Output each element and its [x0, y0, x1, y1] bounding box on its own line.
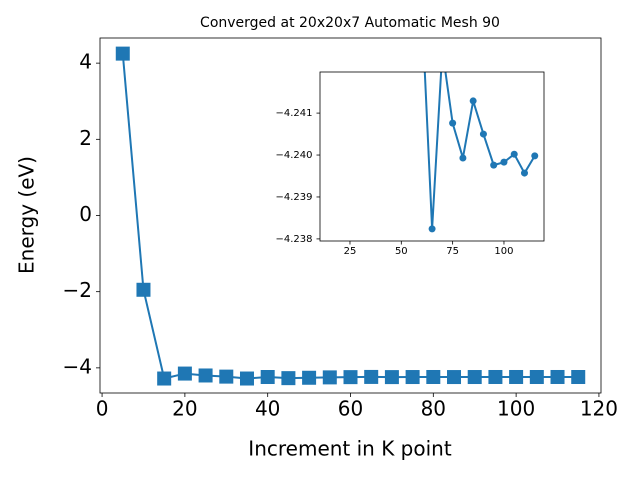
marker [426, 369, 441, 384]
y-tick-label: −2 [63, 278, 92, 302]
x-tick-label: 60 [338, 397, 363, 421]
chart-title: Converged at 20x20x7 Automatic Mesh 90 [200, 15, 500, 31]
marker [531, 152, 539, 160]
marker [509, 369, 524, 384]
marker [571, 370, 586, 385]
x-axis-label: Increment in K point [248, 437, 452, 461]
y-tick-label: 4 [79, 50, 92, 74]
axes-frame [319, 71, 545, 242]
x-tick-label: 20 [172, 397, 197, 421]
marker [490, 161, 498, 169]
marker [449, 119, 457, 127]
marker [447, 370, 462, 385]
marker [115, 46, 130, 61]
marker [239, 371, 254, 386]
x-tick-label: 0 [96, 397, 109, 421]
marker [510, 150, 518, 158]
marker [469, 97, 477, 105]
marker [322, 370, 337, 385]
marker [479, 130, 487, 138]
marker [529, 370, 544, 385]
marker [384, 370, 399, 385]
marker [418, 5, 425, 12]
marker [343, 370, 358, 385]
y-tick-label: −4.238 [275, 234, 312, 245]
x-tick-label: 75 [446, 246, 459, 257]
marker [302, 370, 317, 385]
marker [157, 371, 172, 386]
marker [488, 369, 503, 384]
x-tick-label: 80 [421, 397, 446, 421]
y-tick-label: 2 [79, 126, 92, 150]
y-tick-label: −4 [63, 354, 92, 378]
marker [177, 366, 192, 381]
marker [428, 225, 436, 233]
marker [459, 154, 467, 162]
x-tick-label: 120 [580, 397, 618, 421]
y-tick-label: −4.240 [275, 150, 312, 161]
x-tick-label: 50 [395, 246, 408, 257]
marker [550, 369, 565, 384]
x-tick-label: 100 [497, 397, 535, 421]
axes-frame [99, 37, 602, 394]
y-tick-label: −4.239 [275, 192, 312, 203]
marker [520, 169, 528, 177]
marker [136, 282, 151, 297]
marker [281, 371, 296, 386]
x-tick-label: 25 [344, 246, 357, 257]
marker [405, 370, 420, 385]
marker [198, 368, 213, 383]
marker [219, 369, 234, 384]
marker [364, 369, 379, 384]
y-tick-label: −4.241 [275, 108, 312, 119]
plot-clip [115, 46, 586, 386]
x-tick-label: 100 [494, 246, 513, 257]
marker [260, 370, 275, 385]
y-axis-label: Energy (eV) [15, 156, 39, 274]
marker [500, 158, 508, 166]
x-tick-label: 40 [255, 397, 280, 421]
y-tick-label: 0 [79, 202, 92, 226]
plot-clip [418, 5, 539, 233]
series-line [423, 72, 536, 229]
marker [467, 370, 482, 385]
